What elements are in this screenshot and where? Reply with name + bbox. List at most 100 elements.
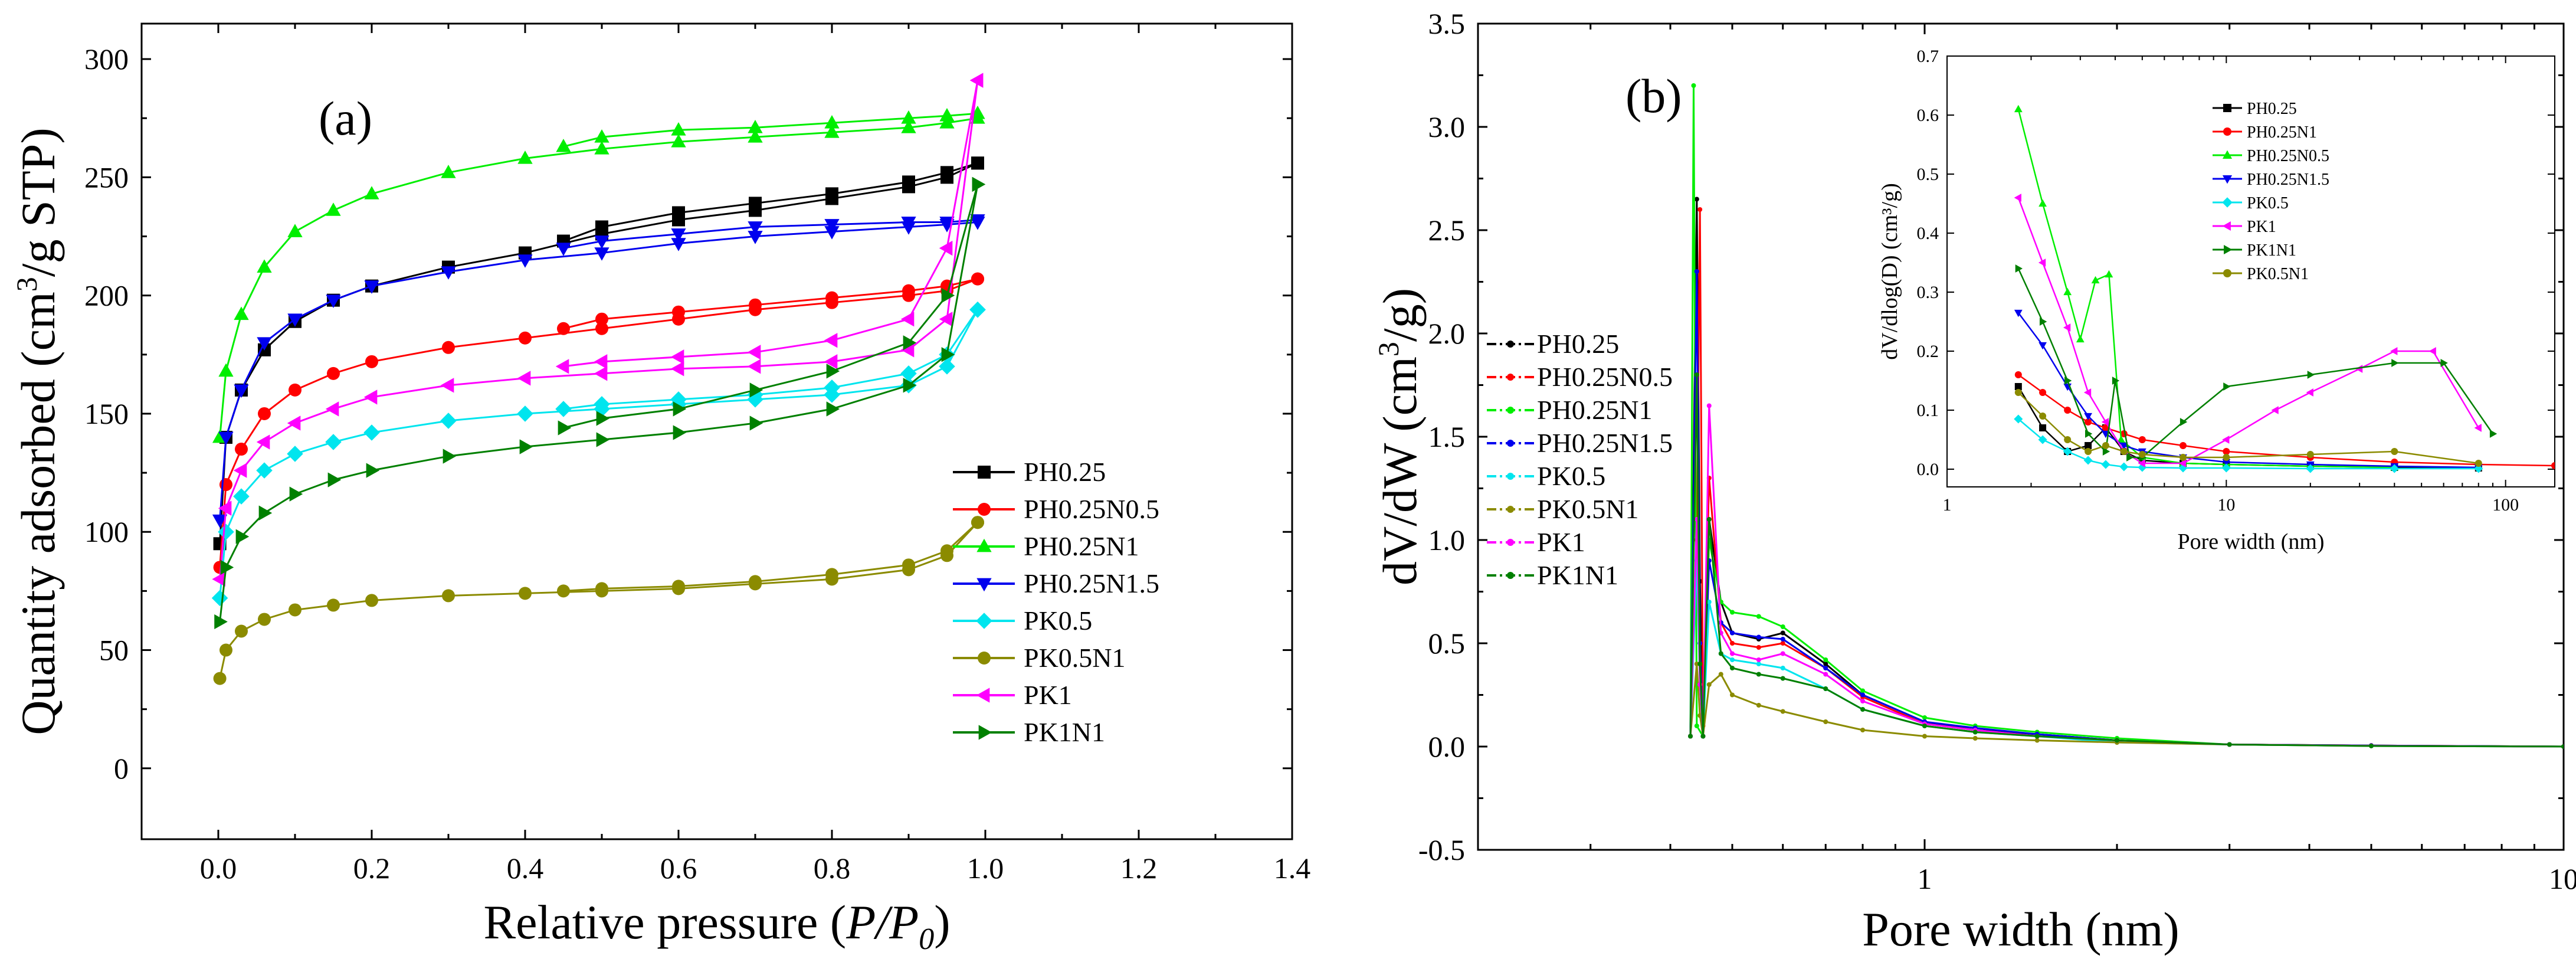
- data-point: [971, 156, 984, 170]
- data-point: [517, 254, 533, 268]
- inset-data-point: [2138, 451, 2146, 458]
- panel-b: 1 10 -0.5 0.0 0.5 1.0 1.5 2.0 2.5 3.0 3.5 (b) Pore…: [1372, 7, 2576, 956]
- data-point: [519, 331, 532, 345]
- inset-data-point: [2102, 442, 2109, 449]
- data-point: [558, 420, 572, 436]
- inset-data-point: [2039, 318, 2047, 326]
- inset-ylabel: dV/dlog(D) (cm³/g): [1877, 183, 1902, 360]
- data-point: [218, 523, 234, 540]
- data-point: [287, 224, 303, 237]
- panel-a-frame: [140, 22, 1293, 840]
- inset-data-point: [2083, 388, 2092, 397]
- data-point: [595, 312, 608, 326]
- inset-data-point: [2039, 389, 2047, 396]
- inset-y-tick-label: 0.4: [1917, 224, 1939, 243]
- adsorption-line: [219, 309, 979, 598]
- data-point: [972, 176, 986, 192]
- data-point: [671, 134, 686, 148]
- data-point: [594, 141, 609, 155]
- panel-a-ticks: 0.0 0.2 0.4 0.6 0.8 1.0 1.2 1.4 0 50 100 150 200 250 3…: [84, 24, 1310, 885]
- legend-marker: [1507, 341, 1514, 348]
- data-point: [234, 384, 249, 398]
- inset-data-point: [2428, 347, 2436, 355]
- legend-item: PH0.25N1.5: [953, 568, 1159, 598]
- inset-data-point: [2085, 448, 2092, 455]
- data-point: [287, 313, 303, 327]
- inset-y-tick-label: 0.0: [1917, 460, 1939, 479]
- data-point: [1729, 641, 1735, 646]
- y-tick-label-a: 200: [84, 279, 129, 312]
- y-tick-label-b: 2.0: [1428, 317, 1466, 350]
- legend-item: PK1: [953, 680, 1072, 710]
- legend-marker: [1507, 572, 1514, 579]
- data-point: [1729, 610, 1735, 615]
- data-point: [594, 235, 609, 249]
- legend-item: PK0.5N1: [1487, 494, 1639, 524]
- x-tick-label-a: 1.0: [967, 852, 1004, 885]
- data-point: [826, 364, 840, 379]
- inset-data-point: [2138, 436, 2146, 443]
- inset-data-point: [2014, 414, 2023, 424]
- inset-legend-label: PH0.25N1: [2247, 123, 2317, 142]
- data-point: [256, 434, 270, 450]
- data-point: [326, 294, 341, 308]
- data-point: [825, 291, 838, 305]
- data-point: [595, 220, 608, 234]
- data-point: [900, 342, 915, 358]
- data-point: [971, 516, 984, 529]
- panel-b-legend: PH0.25PH0.25N0.5PH0.25N1PH0.25N1.5PK0.5P…: [1487, 329, 1673, 590]
- data-point: [1729, 651, 1735, 656]
- inset-frame: [1946, 55, 2555, 487]
- inset-x-tick-label: 100: [2492, 495, 2519, 515]
- x-tick-label-a: 1.2: [1120, 852, 1158, 885]
- data-point: [257, 337, 272, 351]
- series-PK0_5N1: [1688, 662, 2564, 749]
- data-point: [1922, 734, 1927, 739]
- data-point: [747, 359, 761, 374]
- inset-legend-marker: [2222, 175, 2233, 184]
- data-point: [903, 378, 917, 393]
- inset-legend-item: PH0.25N1: [2213, 123, 2317, 142]
- y-tick-label-b: 3.0: [1428, 110, 1466, 143]
- data-point: [220, 559, 234, 575]
- inset-data-point: [2063, 447, 2072, 456]
- data-point: [364, 280, 379, 294]
- data-point: [673, 401, 687, 417]
- series-PH0_25: [213, 156, 984, 551]
- inset-data-point: [2474, 464, 2483, 473]
- data-point: [900, 312, 915, 327]
- data-point: [969, 301, 986, 318]
- data-point: [234, 306, 249, 320]
- inset-data-point: [2076, 335, 2085, 343]
- x-tick-label-b: 1: [1917, 862, 1932, 895]
- inset-legend-item: PH0.25N1.5: [2213, 171, 2329, 189]
- inset-x-tick-label: 1: [1943, 495, 1952, 515]
- inset-series-line: [2017, 312, 2479, 469]
- x-tick-label-a: 1.4: [1274, 852, 1311, 885]
- data-point: [219, 643, 232, 657]
- inset-legend-item: PK1N1: [2213, 241, 2296, 260]
- data-point: [748, 129, 763, 143]
- data-point: [440, 413, 457, 429]
- panel-b-inset: 1 10 100 0.0 0.1 0.2 0.3 0.4 0.5 0.6 0.7 Pore widt…: [1877, 47, 2555, 554]
- data-point: [1823, 657, 1828, 662]
- data-point: [1718, 672, 1723, 677]
- data-point: [749, 298, 762, 312]
- data-point: [365, 355, 378, 368]
- data-point: [1823, 672, 1828, 677]
- data-point: [969, 73, 984, 88]
- series-PK0_5N1: [213, 516, 984, 685]
- data-point: [233, 488, 250, 505]
- inset-data-point: [2119, 462, 2129, 472]
- legend-item: PK0.5: [1487, 461, 1605, 491]
- data-point: [596, 432, 610, 447]
- data-point: [326, 202, 341, 216]
- data-point: [594, 366, 608, 381]
- inset-legend-item: PH0.25N0.5: [2213, 147, 2329, 165]
- data-point: [1972, 729, 1978, 735]
- data-point: [327, 598, 340, 612]
- y-tick-label-a: 100: [84, 515, 129, 548]
- panel-a-xlabel: Relative pressure (P/P0): [483, 895, 950, 956]
- data-point: [1706, 600, 1712, 604]
- data-point: [594, 247, 609, 261]
